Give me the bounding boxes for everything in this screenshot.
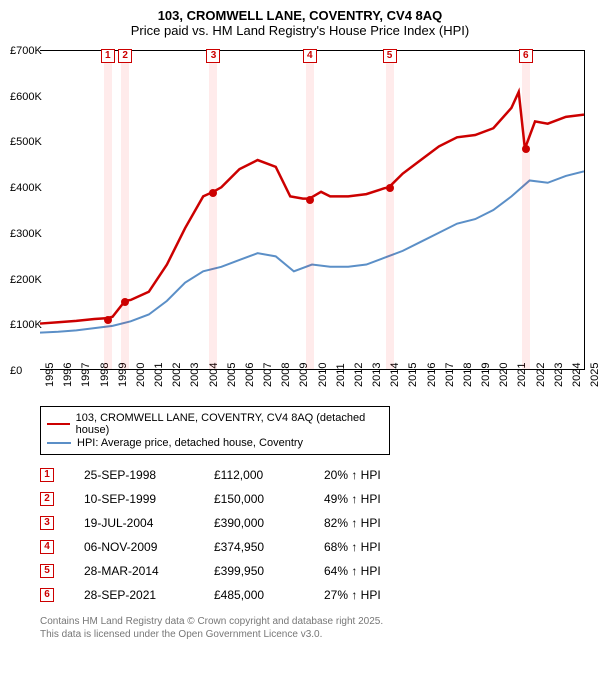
sale-row: 6 28-SEP-2021£485,00027% ↑ HPI — [40, 583, 590, 607]
sale-hpi: 27% ↑ HPI — [324, 588, 444, 602]
sale-row: 3 19-JUL-2004£390,00082% ↑ HPI — [40, 511, 590, 535]
sale-hpi: 49% ↑ HPI — [324, 492, 444, 506]
container: 103, CROMWELL LANE, COVENTRY, CV4 8AQ Pr… — [0, 0, 600, 680]
x-tick-label: 2007 — [262, 363, 274, 387]
sale-price: £150,000 — [214, 492, 324, 506]
footer-line-1: Contains HM Land Registry data © Crown c… — [40, 615, 590, 628]
sale-dot — [209, 189, 217, 197]
sale-date: 28-MAR-2014 — [84, 564, 214, 578]
sale-hpi: 82% ↑ HPI — [324, 516, 444, 530]
chart-area: £0 £100K £200K £300K £400K £500K £600K £700K 199… — [10, 42, 590, 402]
legend-swatch-2 — [47, 442, 71, 444]
x-tick-label: 2015 — [407, 363, 419, 387]
sale-price: £390,000 — [214, 516, 324, 530]
legend: 103, CROMWELL LANE, COVENTRY, CV4 8AQ (d… — [40, 406, 390, 455]
x-tick-label: 1996 — [62, 363, 74, 387]
y-tick-label: £0 — [10, 365, 48, 377]
x-tick-label: 2024 — [571, 363, 583, 387]
sale-hpi: 20% ↑ HPI — [324, 468, 444, 482]
legend-row-2: HPI: Average price, detached house, Cove… — [47, 437, 383, 449]
plot-region: £0£100K£200K£300K£400K£500K£600K£700K199… — [40, 50, 585, 370]
x-tick-label: 2010 — [317, 363, 329, 387]
sale-row-marker: 2 — [40, 492, 54, 506]
y-tick-label: £500K — [10, 136, 48, 148]
x-tick-label: 2002 — [171, 363, 183, 387]
x-tick-label: 2008 — [280, 363, 292, 387]
x-tick-label: 2000 — [135, 363, 147, 387]
x-tick-label: 2005 — [226, 363, 238, 387]
y-tick-label: £200K — [10, 274, 48, 286]
y-tick-label: £700K — [10, 45, 48, 57]
sale-price: £399,950 — [214, 564, 324, 578]
x-tick-label: 2011 — [335, 363, 347, 387]
x-tick-label: 1997 — [80, 363, 92, 387]
sale-row-marker: 6 — [40, 588, 54, 602]
sale-dot — [522, 145, 530, 153]
sale-row: 2 10-SEP-1999£150,00049% ↑ HPI — [40, 487, 590, 511]
sale-band — [306, 51, 314, 369]
y-tick-label: £600K — [10, 91, 48, 103]
y-tick-label: £400K — [10, 182, 48, 194]
x-tick-label: 2016 — [426, 363, 438, 387]
sale-price: £374,950 — [214, 540, 324, 554]
x-tick-label: 2023 — [553, 363, 565, 387]
x-tick-label: 2020 — [498, 363, 510, 387]
legend-label-1: 103, CROMWELL LANE, COVENTRY, CV4 8AQ (d… — [76, 412, 383, 436]
sale-hpi: 68% ↑ HPI — [324, 540, 444, 554]
sale-date: 28-SEP-2021 — [84, 588, 214, 602]
sale-price: £485,000 — [214, 588, 324, 602]
sale-date: 10-SEP-1999 — [84, 492, 214, 506]
y-tick-label: £300K — [10, 228, 48, 240]
sale-row-marker: 1 — [40, 468, 54, 482]
sale-marker-box: 4 — [303, 49, 317, 63]
legend-row-1: 103, CROMWELL LANE, COVENTRY, CV4 8AQ (d… — [47, 412, 383, 436]
sale-row-marker: 4 — [40, 540, 54, 554]
legend-label-2: HPI: Average price, detached house, Cove… — [77, 437, 303, 449]
sale-date: 19-JUL-2004 — [84, 516, 214, 530]
sale-dot — [306, 196, 314, 204]
x-tick-label: 2003 — [189, 363, 201, 387]
sale-band — [522, 51, 530, 369]
x-tick-label: 2006 — [244, 363, 256, 387]
sale-price: £112,000 — [214, 468, 324, 482]
sale-row: 5 28-MAR-2014£399,95064% ↑ HPI — [40, 559, 590, 583]
footer-line-2: This data is licensed under the Open Gov… — [40, 628, 590, 641]
sale-dot — [104, 316, 112, 324]
sale-row-marker: 5 — [40, 564, 54, 578]
sale-dot — [386, 184, 394, 192]
x-tick-label: 2022 — [535, 363, 547, 387]
sale-row: 4 06-NOV-2009£374,95068% ↑ HPI — [40, 535, 590, 559]
x-tick-label: 2013 — [371, 363, 383, 387]
sales-table: 1 25-SEP-1998£112,00020% ↑ HPI 2 10-SEP-199… — [40, 463, 590, 607]
legend-swatch-1 — [47, 423, 70, 425]
sale-marker-box: 2 — [118, 49, 132, 63]
x-tick-label: 2018 — [462, 363, 474, 387]
sale-row-marker: 3 — [40, 516, 54, 530]
sale-dot — [121, 298, 129, 306]
x-tick-label: 2025 — [589, 363, 600, 387]
y-tick-label: £100K — [10, 319, 48, 331]
chart-title: 103, CROMWELL LANE, COVENTRY, CV4 8AQ — [10, 8, 590, 23]
sale-marker-box: 6 — [519, 49, 533, 63]
sale-marker-box: 3 — [206, 49, 220, 63]
sale-band — [209, 51, 217, 369]
x-tick-label: 2012 — [353, 363, 365, 387]
chart-subtitle: Price paid vs. HM Land Registry's House … — [10, 23, 590, 38]
sale-date: 06-NOV-2009 — [84, 540, 214, 554]
sale-date: 25-SEP-1998 — [84, 468, 214, 482]
x-tick-label: 2019 — [480, 363, 492, 387]
sale-row: 1 25-SEP-1998£112,00020% ↑ HPI — [40, 463, 590, 487]
sale-marker-box: 5 — [383, 49, 397, 63]
sale-marker-box: 1 — [101, 49, 115, 63]
sale-band — [121, 51, 129, 369]
x-tick-label: 2017 — [444, 363, 456, 387]
x-tick-label: 1995 — [44, 363, 56, 387]
sale-hpi: 64% ↑ HPI — [324, 564, 444, 578]
footer: Contains HM Land Registry data © Crown c… — [40, 615, 590, 641]
x-tick-label: 2001 — [153, 363, 165, 387]
sale-band — [386, 51, 394, 369]
